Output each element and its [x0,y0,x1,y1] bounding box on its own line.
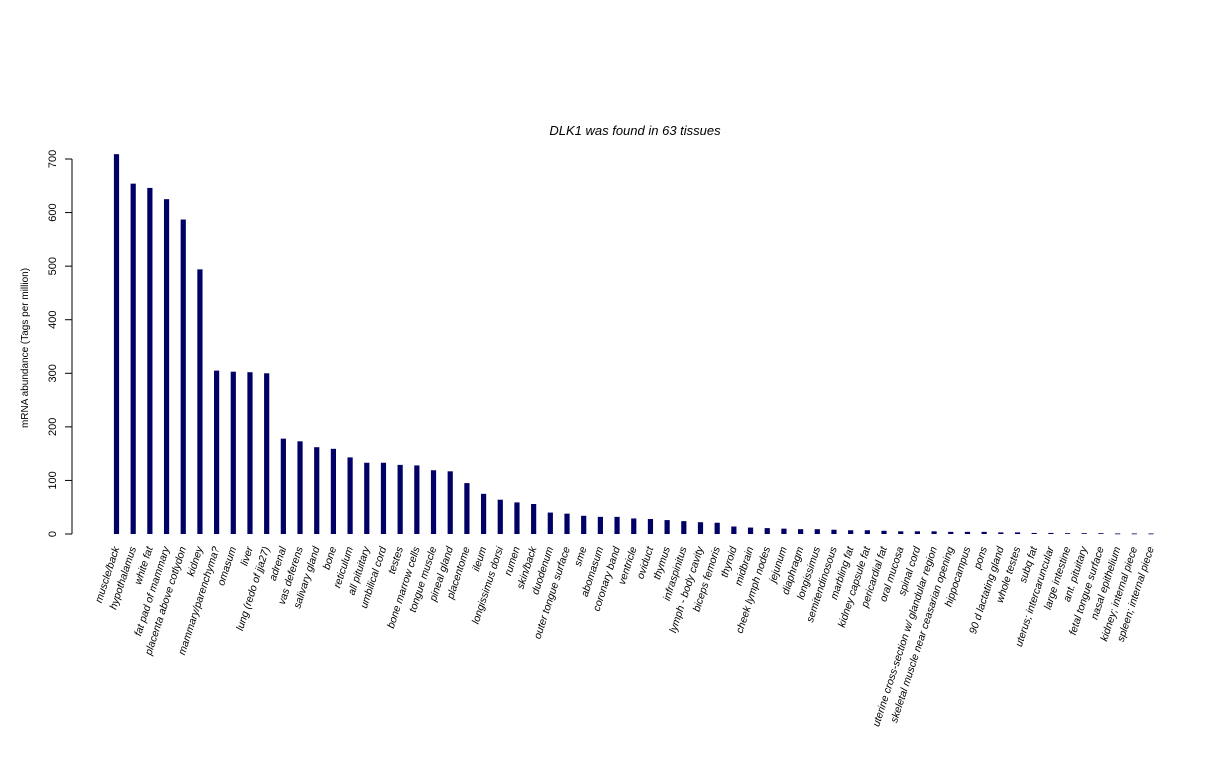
chart-title: DLK1 was found in 63 tissues [549,123,721,138]
bar [480,493,487,534]
y-tick-label: 400 [47,311,59,329]
bar [330,448,337,534]
bar [547,512,553,534]
bar [697,522,704,534]
bar [1131,533,1137,535]
bar [1048,532,1054,534]
bar [781,528,787,534]
bar [297,441,303,534]
y-tick-label: 700 [47,150,59,168]
bar [214,370,220,534]
bar [414,465,420,534]
bar [514,502,520,534]
bar [631,518,637,534]
x-tick-label: sme [572,545,590,568]
bar [831,529,837,534]
bar [347,457,353,534]
bar [264,373,270,534]
bar [1064,533,1071,534]
bar [497,499,503,534]
bar [113,154,120,534]
x-tick-label: cheek lymph nodes [734,545,774,635]
bar [731,526,737,534]
bar [864,530,870,534]
bar [1081,533,1087,534]
bar [364,462,370,534]
y-tick-label: 500 [47,257,59,275]
bar [981,531,987,534]
bar [764,528,770,534]
bar [1148,533,1154,535]
bar [964,531,971,534]
y-tick-label: 300 [47,364,59,382]
bar [1014,532,1021,534]
bar [881,530,887,534]
bar [1031,532,1037,534]
bar [948,531,954,534]
bar [163,199,170,534]
bar [380,462,387,534]
bar [130,183,136,534]
bar [914,531,920,534]
bar [447,471,453,534]
bar [681,521,687,534]
bar [1115,533,1121,535]
bar [898,531,904,534]
bar [581,515,587,534]
bar [564,513,570,534]
bar [814,529,820,534]
bar [230,371,236,534]
bar [180,219,186,535]
y-tick-label: 200 [47,418,59,436]
bar [664,520,670,534]
bar [147,187,153,534]
bar [614,516,620,534]
bar [747,527,754,534]
bar [397,464,403,534]
bar [197,269,203,534]
bar [647,519,654,534]
bar [931,531,937,534]
y-tick-label: 600 [47,203,59,221]
bar [848,530,854,534]
bar [314,447,320,534]
bar [280,438,286,534]
bar [464,483,470,534]
bar [998,532,1004,534]
y-axis: 0 100 200 300 400 500 600 700 [47,150,73,537]
y-tick-label: 100 [47,471,59,489]
bar [714,522,720,534]
y-tick-label: 0 [47,531,59,537]
bar [1098,533,1104,534]
bar [597,516,603,534]
bar [247,372,253,534]
bars [113,154,1154,535]
y-axis-label: mRNA abundance (Tags per million) [20,268,31,428]
bar [430,470,437,534]
bar [798,529,804,534]
x-tick-label: liver [238,545,256,567]
bar [531,504,537,534]
